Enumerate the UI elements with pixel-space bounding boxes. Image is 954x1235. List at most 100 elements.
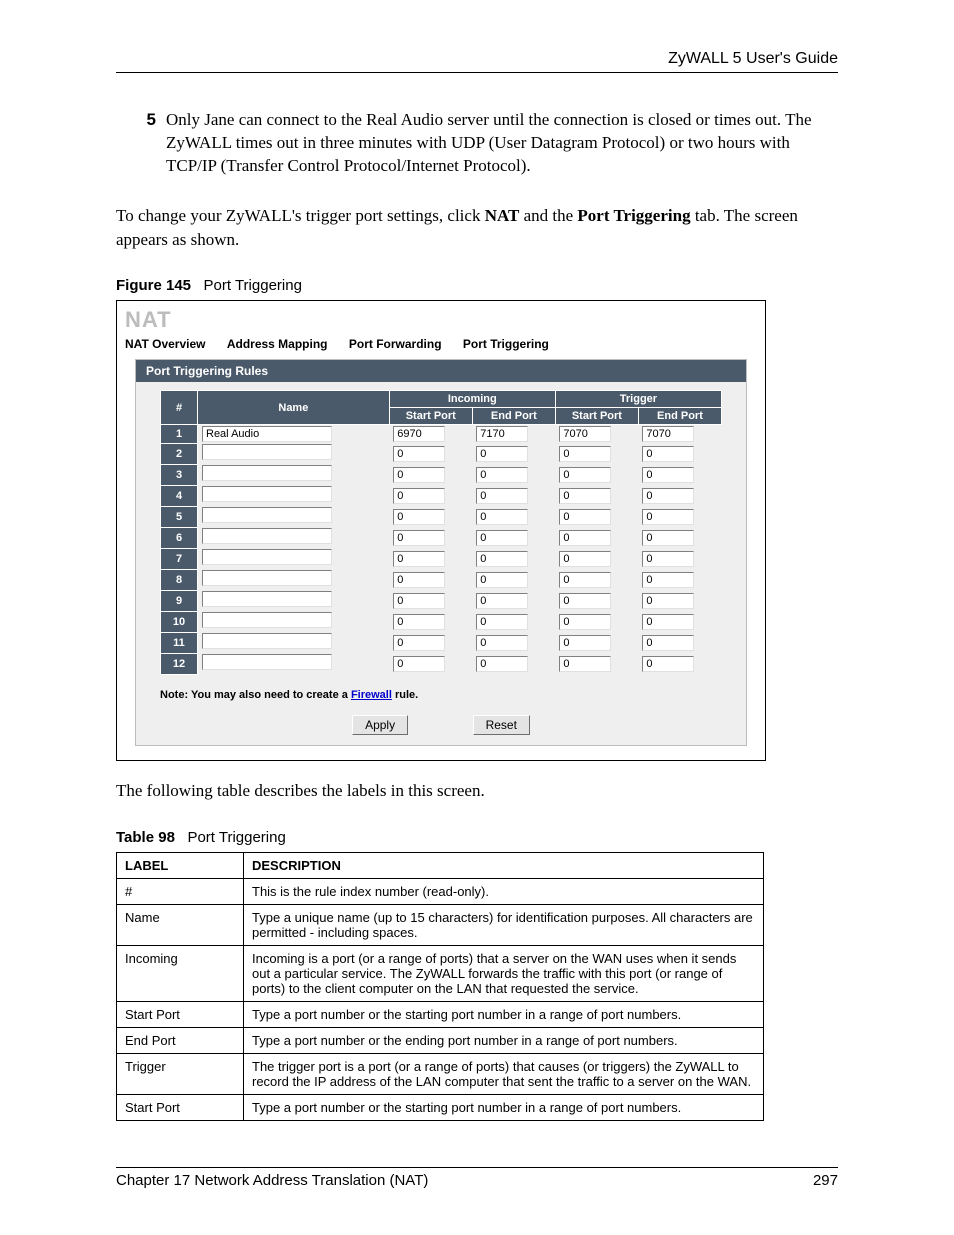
incoming-start-input[interactable]: 0 [393, 467, 445, 483]
incoming-end-input[interactable]: 0 [476, 614, 528, 630]
trigger-end-input[interactable]: 0 [642, 614, 694, 630]
name-input[interactable] [202, 654, 332, 670]
tab-nat-overview[interactable]: NAT Overview [125, 335, 205, 353]
tab-port-triggering[interactable]: Port Triggering [463, 335, 549, 353]
lead-bold-nat: NAT [485, 206, 520, 225]
trigger-start-input[interactable]: 0 [559, 509, 611, 525]
trigger-start-input[interactable]: 0 [559, 446, 611, 462]
incoming-end-input[interactable]: 7170 [476, 426, 528, 442]
trigger-start-cell: 0 [555, 569, 638, 590]
name-input[interactable] [202, 633, 332, 649]
tab-address-mapping[interactable]: Address Mapping [227, 335, 328, 353]
name-input[interactable] [202, 612, 332, 628]
trigger-start-input[interactable]: 0 [559, 614, 611, 630]
incoming-end-input[interactable]: 0 [476, 656, 528, 672]
trigger-start-input[interactable]: 0 [559, 635, 611, 651]
incoming-start-cell: 6970 [389, 425, 472, 444]
incoming-start-input[interactable]: 0 [393, 530, 445, 546]
trigger-start-input[interactable]: 0 [559, 488, 611, 504]
trigger-end-input[interactable]: 0 [642, 446, 694, 462]
figure-caption: Figure 145 Port Triggering [116, 277, 838, 294]
trigger-start-input[interactable]: 0 [559, 593, 611, 609]
incoming-end-input[interactable]: 0 [476, 572, 528, 588]
incoming-end-input[interactable]: 0 [476, 509, 528, 525]
incoming-start-input[interactable]: 0 [393, 488, 445, 504]
incoming-end-input[interactable]: 0 [476, 467, 528, 483]
incoming-start-input[interactable]: 0 [393, 635, 445, 651]
trigger-start-input[interactable]: 0 [559, 551, 611, 567]
trigger-end-cell: 7070 [638, 425, 721, 444]
name-input[interactable] [202, 549, 332, 565]
tab-port-forwarding[interactable]: Port Forwarding [349, 335, 442, 353]
name-input[interactable]: Real Audio [202, 426, 332, 442]
table-label: Table 98 [116, 829, 175, 846]
name-input[interactable] [202, 528, 332, 544]
header-guide-title: ZyWALL 5 User's Guide [116, 50, 838, 68]
incoming-start-input[interactable]: 0 [393, 572, 445, 588]
incoming-end-input[interactable]: 0 [476, 635, 528, 651]
incoming-start-input[interactable]: 0 [393, 509, 445, 525]
incoming-end-cell: 0 [472, 569, 555, 590]
incoming-start-input[interactable]: 0 [393, 551, 445, 567]
desc-th-label: LABEL [117, 852, 244, 878]
step-number: 5 [134, 109, 156, 178]
incoming-end-cell: 0 [472, 611, 555, 632]
incoming-start-input[interactable]: 0 [393, 593, 445, 609]
trigger-end-input[interactable]: 0 [642, 530, 694, 546]
name-input[interactable] [202, 465, 332, 481]
desc-th-description: DESCRIPTION [244, 852, 764, 878]
reset-button[interactable]: Reset [473, 715, 530, 735]
apply-button[interactable]: Apply [352, 715, 408, 735]
incoming-end-cell: 0 [472, 464, 555, 485]
incoming-start-input[interactable]: 0 [393, 614, 445, 630]
th-incoming: Incoming [389, 391, 555, 408]
trigger-start-input[interactable]: 0 [559, 530, 611, 546]
trigger-start-input[interactable]: 0 [559, 656, 611, 672]
name-cell [198, 632, 390, 653]
name-input[interactable] [202, 486, 332, 502]
name-input[interactable] [202, 444, 332, 460]
name-input[interactable] [202, 591, 332, 607]
incoming-start-cell: 0 [389, 443, 472, 464]
incoming-end-input[interactable]: 0 [476, 551, 528, 567]
name-input[interactable] [202, 507, 332, 523]
trigger-start-cell: 7070 [555, 425, 638, 444]
trigger-start-input[interactable]: 7070 [559, 426, 611, 442]
incoming-end-input[interactable]: 0 [476, 593, 528, 609]
th-incoming-end: End Port [472, 408, 555, 425]
incoming-end-input[interactable]: 0 [476, 446, 528, 462]
incoming-start-input[interactable]: 6970 [393, 426, 445, 442]
trigger-end-input[interactable]: 0 [642, 467, 694, 483]
trigger-end-input[interactable]: 7070 [642, 426, 694, 442]
incoming-start-input[interactable]: 0 [393, 656, 445, 672]
trigger-end-input[interactable]: 0 [642, 551, 694, 567]
table-row: 100000 [161, 611, 722, 632]
incoming-start-cell: 0 [389, 611, 472, 632]
trigger-end-cell: 0 [638, 569, 721, 590]
trigger-end-input[interactable]: 0 [642, 635, 694, 651]
name-cell [198, 527, 390, 548]
trigger-end-cell: 0 [638, 485, 721, 506]
name-input[interactable] [202, 570, 332, 586]
incoming-end-input[interactable]: 0 [476, 488, 528, 504]
lead-mid: and the [519, 206, 577, 225]
th-trigger-end: End Port [638, 408, 721, 425]
trigger-end-input[interactable]: 0 [642, 509, 694, 525]
trigger-end-input[interactable]: 0 [642, 656, 694, 672]
table-caption: Table 98 Port Triggering [116, 829, 838, 846]
desc-row: TriggerThe trigger port is a port (or a … [117, 1053, 764, 1094]
incoming-start-input[interactable]: 0 [393, 446, 445, 462]
trigger-end-input[interactable]: 0 [642, 488, 694, 504]
table-row: 30000 [161, 464, 722, 485]
trigger-end-cell: 0 [638, 653, 721, 674]
incoming-end-input[interactable]: 0 [476, 530, 528, 546]
description-table: LABEL DESCRIPTION #This is the rule inde… [116, 852, 764, 1121]
desc-description: The trigger port is a port (or a range o… [244, 1053, 764, 1094]
trigger-end-input[interactable]: 0 [642, 572, 694, 588]
trigger-end-input[interactable]: 0 [642, 593, 694, 609]
firewall-link[interactable]: Firewall [351, 689, 392, 701]
trigger-start-input[interactable]: 0 [559, 467, 611, 483]
trigger-start-cell: 0 [555, 464, 638, 485]
trigger-start-input[interactable]: 0 [559, 572, 611, 588]
desc-row: IncomingIncoming is a port (or a range o… [117, 945, 764, 1001]
